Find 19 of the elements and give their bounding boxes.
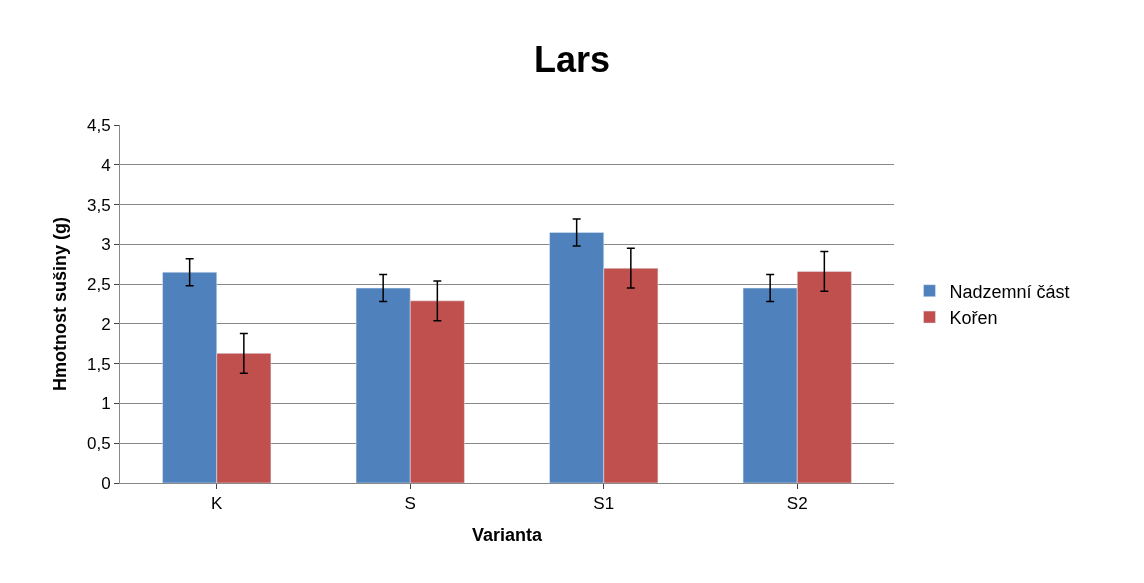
x-tick-label: S2 [786,494,808,514]
x-tick-label: K [211,494,224,514]
x-tick-label: S1 [593,494,615,514]
y-tick-label: 4 [101,155,111,175]
y-tick-label: 1 [101,394,111,414]
y-tick-label: 3 [101,235,111,255]
y-tick-label: 1,5 [86,354,111,374]
y-tick-label: 2,5 [86,275,111,295]
legend-label: Nadzemní část [949,281,1070,302]
y-tick-label: 0 [101,473,111,493]
chart-title: Lars [533,38,611,80]
y-tick-label: 2 [101,314,111,334]
x-tick-label: S [404,494,416,514]
y-axis-title: Hmotnost sušiny (g) [50,217,71,391]
y-tick-label: 4,5 [86,115,111,135]
y-tick-label: 0,5 [86,434,111,454]
y-tick-label: 3,5 [86,195,111,215]
x-axis-title: Varianta [471,524,544,545]
legend-label: Kořen [949,308,998,329]
